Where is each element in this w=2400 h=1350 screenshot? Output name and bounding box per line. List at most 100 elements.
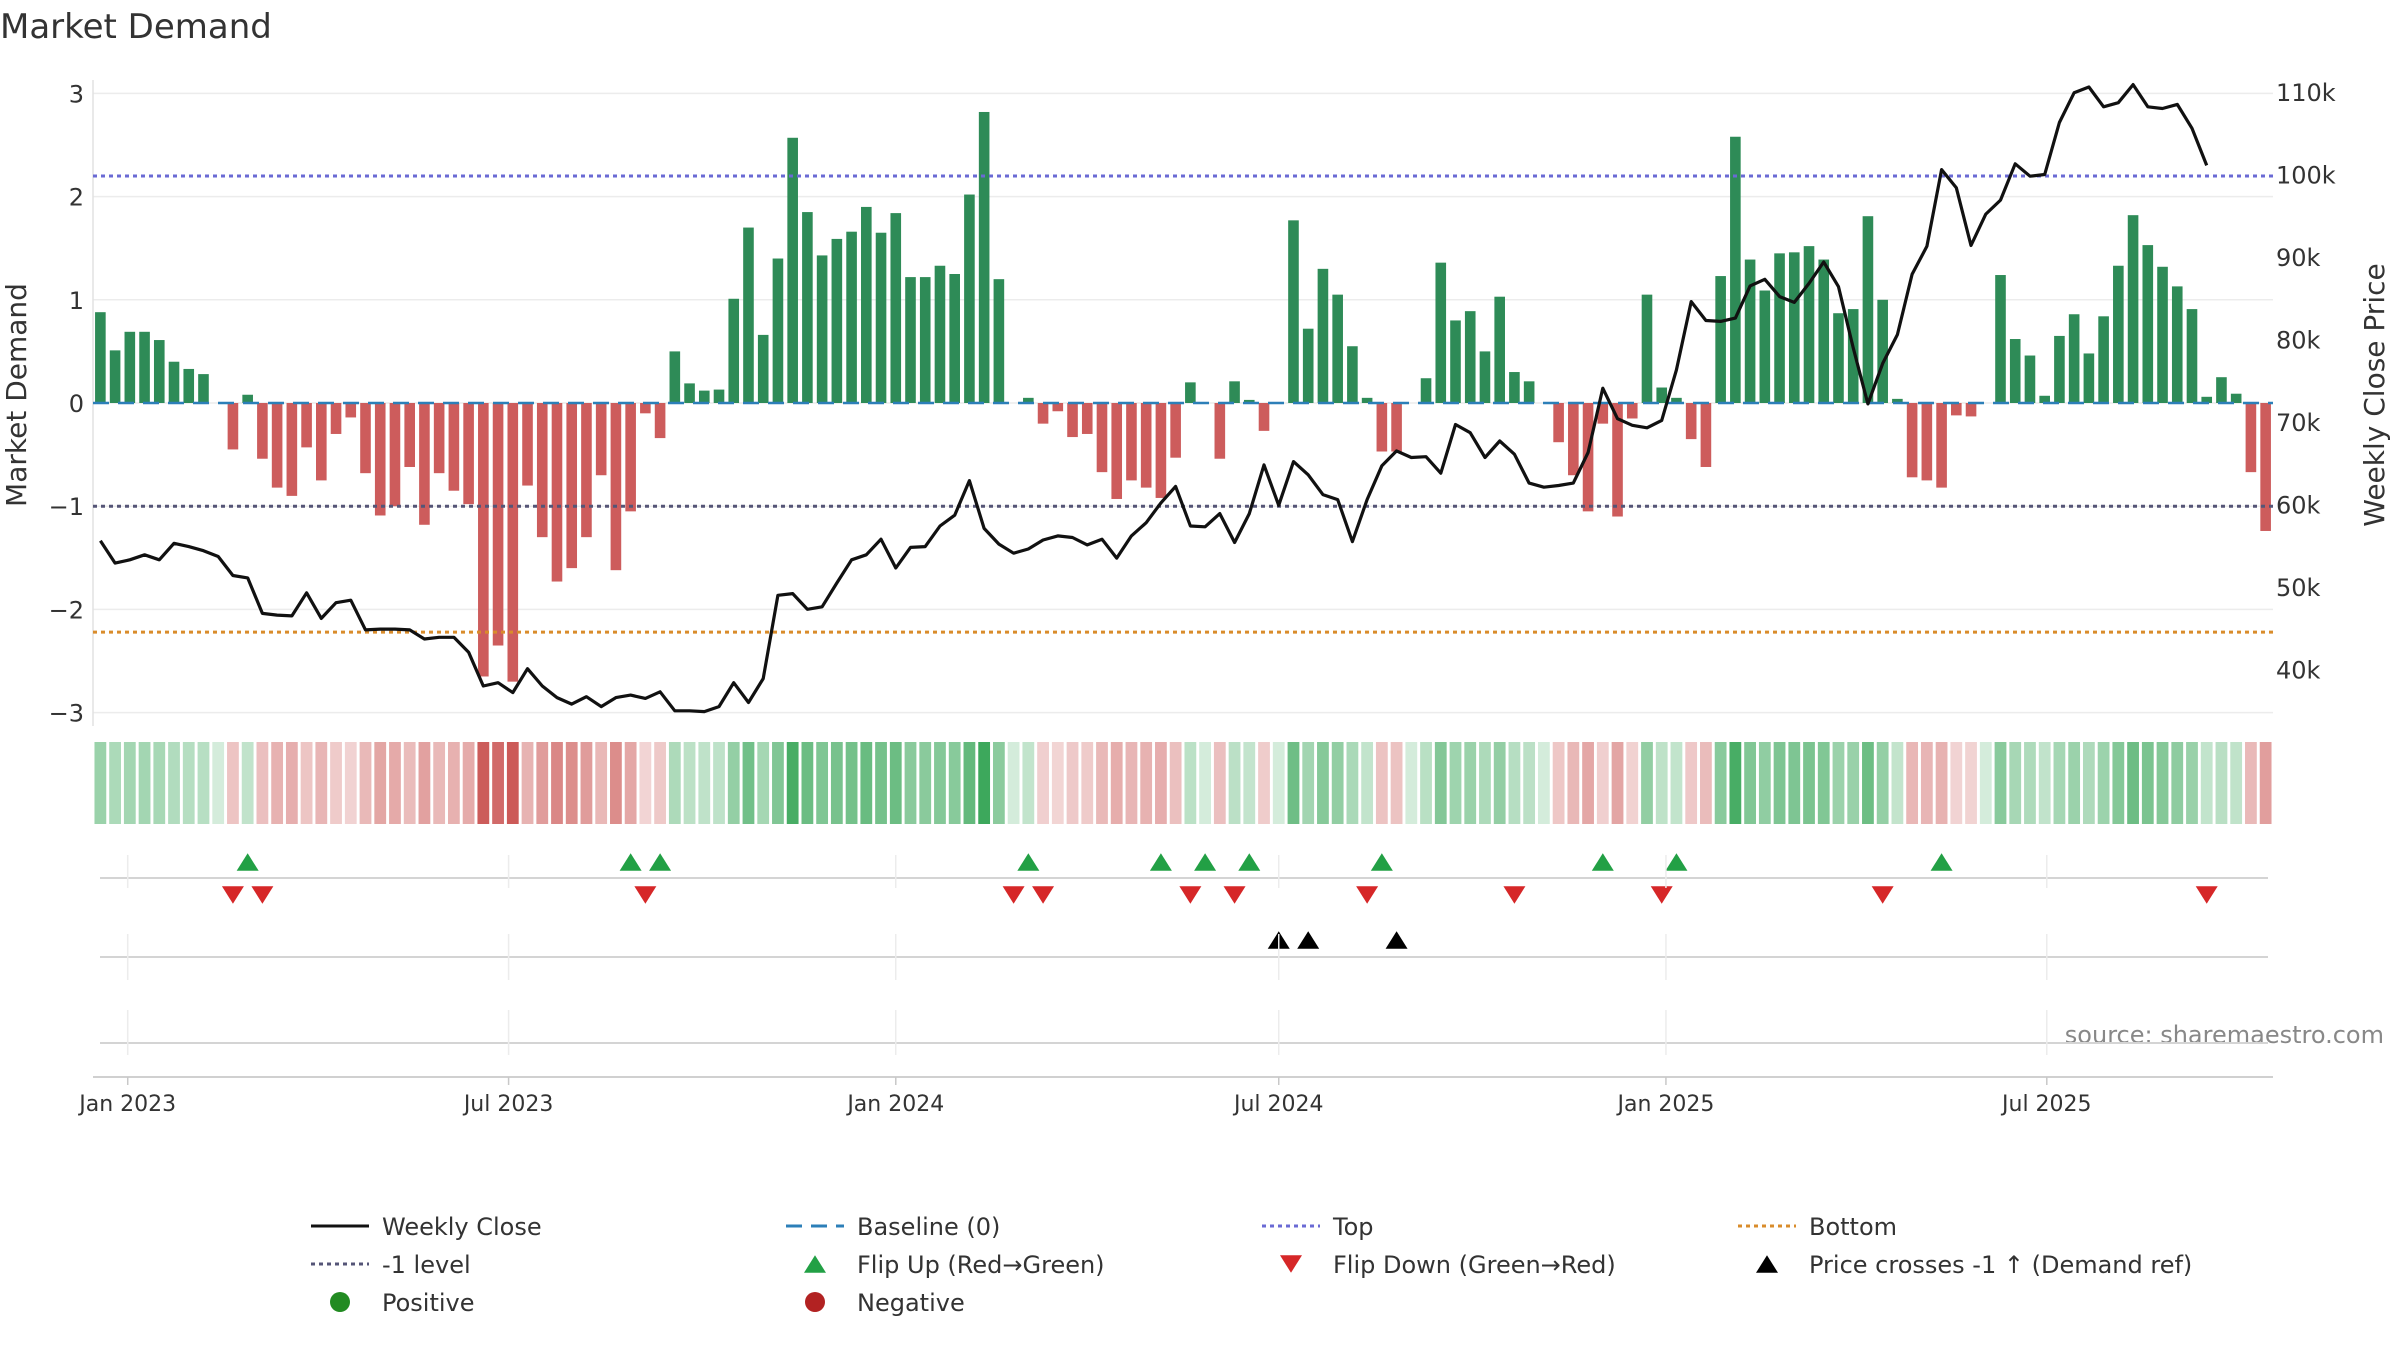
legend-label: Flip Up (Red→Green) bbox=[857, 1251, 1105, 1279]
demand-bar bbox=[787, 137, 798, 403]
heat-strip-cell bbox=[1862, 742, 1874, 824]
heat-strip-cell bbox=[1582, 742, 1594, 824]
flip-down-marker bbox=[1002, 886, 1025, 904]
heat-strip-cell bbox=[1876, 742, 1889, 824]
heat-strip-cell bbox=[595, 742, 608, 824]
legend-label: Bottom bbox=[1809, 1213, 1897, 1241]
chart-title: Market Demand bbox=[0, 7, 272, 47]
heat-strip-cell bbox=[1199, 742, 1211, 824]
source-label: source: sharemaestro.com bbox=[2065, 1021, 2384, 1049]
price-cross-marker bbox=[1385, 931, 1408, 949]
legend-label: Positive bbox=[382, 1289, 475, 1317]
demand-bar bbox=[978, 111, 990, 403]
heat-strip-cell bbox=[462, 742, 475, 824]
heat-strip-cell bbox=[1950, 742, 1963, 824]
legend-item: Baseline (0) bbox=[786, 1213, 1000, 1241]
x-tick-label: Jan 2023 bbox=[77, 1092, 176, 1117]
x-tick-label: Jul 2024 bbox=[1232, 1092, 1324, 1117]
legend-item: Positive bbox=[330, 1289, 475, 1317]
demand-bar bbox=[1612, 403, 1623, 517]
demand-bar bbox=[1788, 252, 1800, 403]
heat-strip-cell bbox=[285, 742, 298, 824]
heat-strip-cell bbox=[1935, 742, 1948, 824]
demand-bar bbox=[1214, 403, 1226, 459]
heat-strip-cell bbox=[1066, 742, 1079, 824]
demand-bar bbox=[566, 403, 578, 569]
demand-bar bbox=[1951, 403, 1962, 416]
heat-strip-cell bbox=[1920, 742, 1933, 824]
heat-strip-cell bbox=[1788, 742, 1801, 824]
heat-strip-cell bbox=[683, 742, 696, 824]
demand-bar bbox=[1892, 398, 1903, 403]
demand-bar bbox=[2113, 265, 2124, 403]
demand-bar bbox=[419, 403, 430, 525]
demand-bar bbox=[802, 212, 813, 403]
heat-strip-cell bbox=[138, 742, 151, 824]
demand-bar bbox=[2186, 309, 2198, 403]
heat-strip-cell bbox=[2186, 742, 2198, 824]
heat-strip-cell bbox=[94, 742, 107, 824]
demand-bar bbox=[316, 403, 327, 481]
demand-bar bbox=[757, 334, 769, 403]
heat-strip-cell bbox=[713, 742, 725, 824]
demand-bar bbox=[1391, 403, 1402, 452]
demand-bar bbox=[654, 403, 666, 439]
legend-item: Negative bbox=[805, 1289, 965, 1317]
heat-strip-cell bbox=[1994, 742, 2007, 824]
demand-bar bbox=[2068, 314, 2080, 403]
demand-bar bbox=[861, 206, 872, 403]
demand-bar bbox=[1450, 320, 1461, 403]
demand-bar bbox=[1037, 403, 1049, 424]
heat-strip-cell bbox=[492, 742, 504, 824]
heat-strip-cell bbox=[374, 742, 387, 824]
demand-bar bbox=[713, 389, 725, 403]
heat-strip-cell bbox=[1110, 742, 1123, 824]
demand-bar bbox=[404, 403, 415, 467]
heat-strip-cell bbox=[551, 742, 563, 824]
heat-strip-cell bbox=[521, 742, 534, 824]
demand-bar bbox=[1332, 294, 1343, 403]
flip-up-marker bbox=[1930, 853, 1953, 871]
demand-bar bbox=[139, 331, 150, 403]
demand-bar bbox=[478, 403, 489, 677]
demand-bar bbox=[536, 403, 548, 538]
heat-strip-cell bbox=[904, 742, 917, 824]
demand-bar bbox=[610, 403, 622, 571]
demand-bar bbox=[905, 277, 916, 403]
left-tick-label: 3 bbox=[69, 80, 84, 108]
heat-strip-cell bbox=[1184, 742, 1197, 824]
right-tick-label: 50k bbox=[2276, 574, 2321, 602]
heat-strip-cell bbox=[241, 742, 254, 824]
heat-strip-cell bbox=[1906, 742, 1919, 824]
demand-bar bbox=[2142, 245, 2154, 403]
heat-strip-cell bbox=[1596, 742, 1609, 824]
heat-strip-cell bbox=[1641, 742, 1653, 824]
heat-strip-cell bbox=[1228, 742, 1241, 824]
demand-bar bbox=[934, 265, 946, 403]
heat-strip-cell bbox=[344, 742, 357, 824]
heat-strip-cell bbox=[2156, 742, 2169, 824]
heat-strip-cell bbox=[2230, 742, 2243, 824]
demand-bar bbox=[522, 403, 533, 486]
heat-strip-cell bbox=[359, 742, 372, 824]
demand-bar bbox=[1700, 403, 1712, 467]
demand-bar bbox=[2009, 339, 2021, 403]
heat-strip-cell bbox=[934, 742, 946, 824]
demand-bar bbox=[698, 390, 710, 403]
legend-item: Price crosses -1 ↑ (Demand ref) bbox=[1756, 1251, 2192, 1279]
heat-strip-cell bbox=[1449, 742, 1462, 824]
heat-strip-cell bbox=[668, 742, 681, 824]
demand-bar bbox=[919, 277, 931, 403]
heat-strip-cell bbox=[2082, 742, 2095, 824]
demand-bar bbox=[669, 351, 681, 403]
demand-bar bbox=[1509, 372, 1520, 403]
heat-strip-cell bbox=[2141, 742, 2154, 824]
heat-strip-cell bbox=[1670, 742, 1683, 824]
heat-strip-cell bbox=[1331, 742, 1344, 824]
y-axis-label-left: Market Demand bbox=[0, 283, 33, 507]
demand-bar bbox=[374, 403, 386, 516]
heat-strip-cell bbox=[2097, 742, 2110, 824]
demand-bar bbox=[1317, 268, 1329, 403]
demand-bar bbox=[2127, 215, 2139, 403]
